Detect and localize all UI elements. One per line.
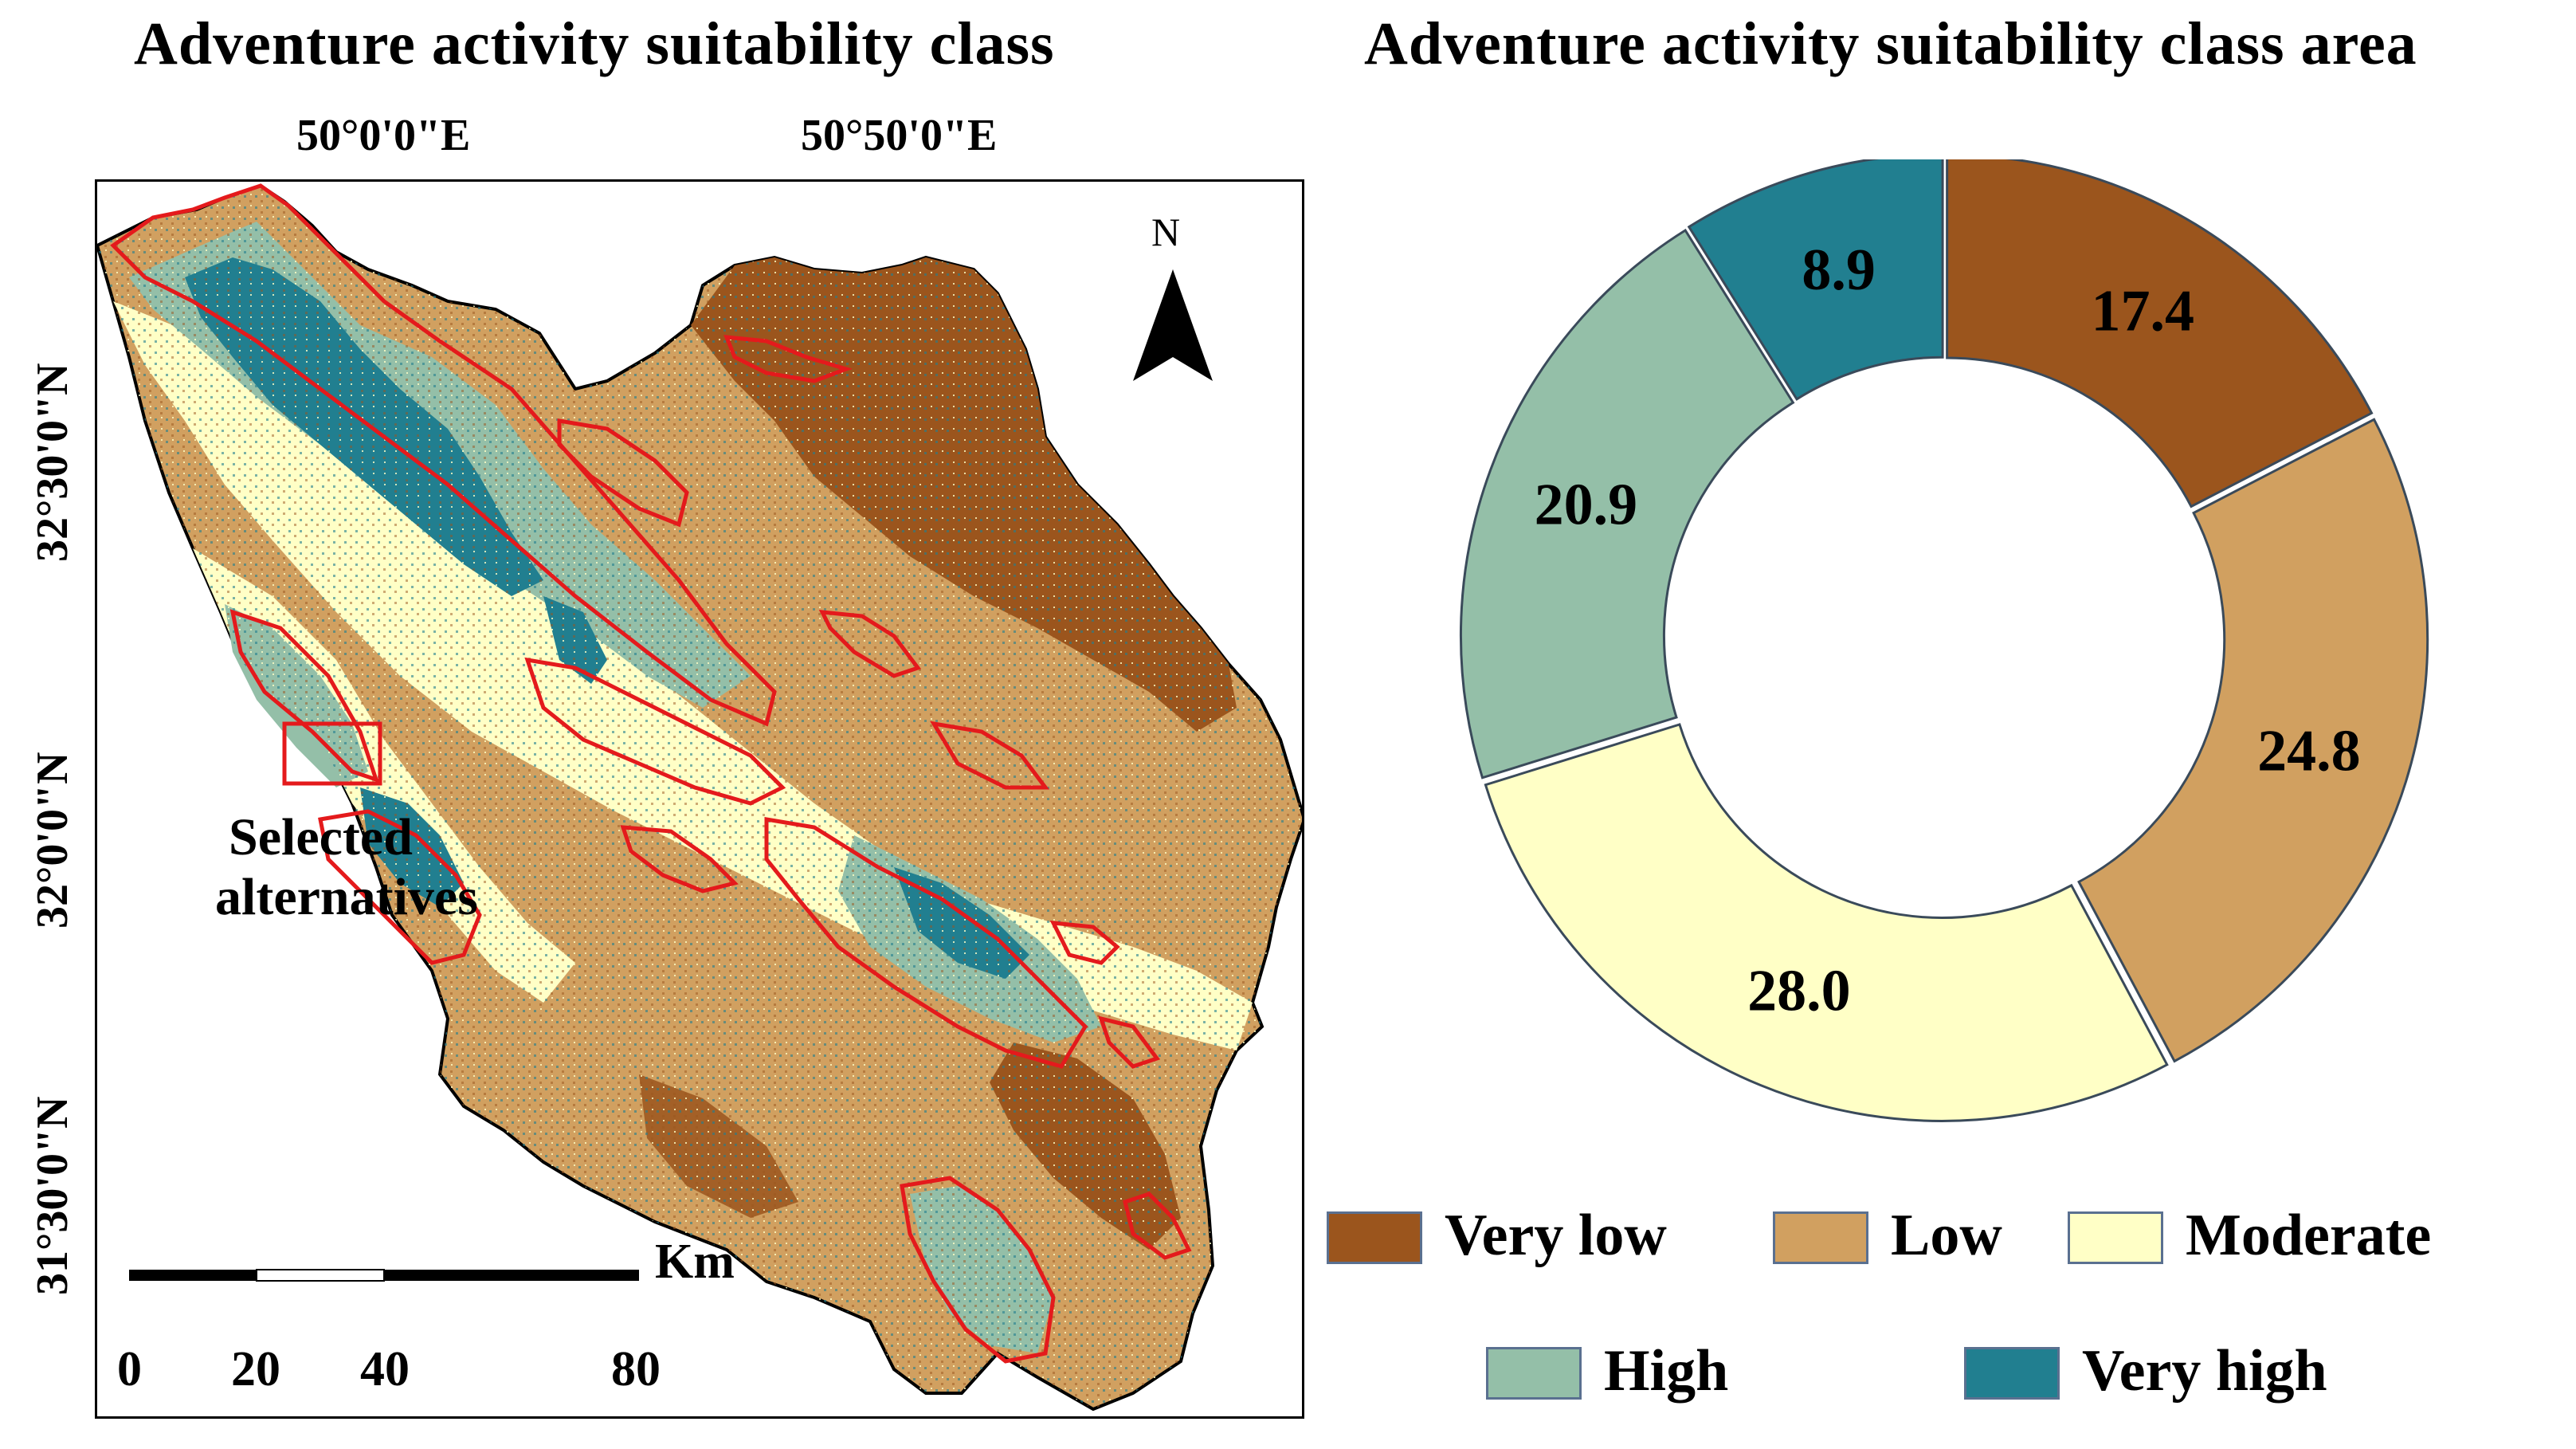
alternative-13 [900, 1176, 1056, 1364]
alternative-11 [1049, 921, 1120, 965]
alternative-10 [764, 817, 1088, 1069]
donut-slice-very-low [1946, 159, 2374, 509]
lat-label-3: 31°30'0"N [28, 1096, 77, 1295]
alternative-3 [723, 335, 853, 383]
selected-alternatives-legend-box [282, 721, 382, 786]
lon-label-1: 50°0'0"E [296, 111, 471, 160]
lat-label-2: 32°0'0"N [28, 752, 77, 929]
donut-chart: 17.4 24.8 28.0 20.9 8.9 [1459, 159, 2429, 1122]
scale-tick-40: 40 [360, 1342, 410, 1396]
legend-swatch-low [1773, 1211, 1868, 1264]
legend-swatch-moderate [2068, 1211, 2163, 1264]
alternative-12 [1098, 1015, 1161, 1069]
map-title: Adventure activity suitability class [134, 10, 1055, 77]
alternative-6 [229, 609, 379, 783]
legend-swatch-high [1486, 1347, 1582, 1400]
legend-label-moderate: Moderate [2186, 1203, 2432, 1268]
texture-overlay [97, 186, 1302, 1409]
alternative-5 [930, 721, 1049, 790]
alternative-2 [557, 418, 689, 528]
donut-slice-low [2077, 418, 2429, 1063]
alternative-7 [524, 657, 786, 806]
scale-tick-0: 0 [117, 1342, 142, 1396]
legend-label-very-low: Very low [1445, 1203, 1667, 1268]
legend-label-low: Low [1891, 1203, 2002, 1268]
map-frame: N Selected alternatives Km 0 20 40 80 [95, 179, 1304, 1419]
donut-slice-moderate [1484, 723, 2169, 1122]
scale-bar [129, 1269, 639, 1282]
donut-label-moderate: 28.0 [1747, 959, 1851, 1024]
alternative-1 [110, 183, 777, 727]
scale-tick-20: 20 [231, 1342, 280, 1396]
suitability-map [97, 183, 1302, 1412]
lon-label-2: 50°50'0"E [801, 111, 998, 160]
donut-label-low: 24.8 [2257, 718, 2361, 783]
scale-tick-80: 80 [611, 1342, 661, 1396]
donut-slice-very-high [1687, 159, 1944, 401]
legend-label-line2: alternatives [215, 868, 478, 926]
donut-label-very-low: 17.4 [2092, 278, 2195, 344]
alternative-4 [818, 610, 922, 678]
legend-swatch-very-low [1327, 1211, 1422, 1264]
legend-swatch-very-high [1964, 1347, 2060, 1400]
north-arrow-icon [1133, 269, 1213, 381]
chart-title: Adventure activity suitability class are… [1364, 10, 2417, 77]
selected-alternatives [110, 183, 1192, 1364]
legend-label-line1: Selected [229, 808, 413, 866]
alternative-9 [620, 825, 739, 893]
legend-label-very-high: Very high [2082, 1338, 2327, 1404]
scale-unit: Km [655, 1235, 735, 1289]
legend-label-high: High [1604, 1338, 1729, 1404]
north-label: N [1151, 210, 1181, 254]
alternative-8 [318, 809, 482, 965]
lat-label-1: 32°30'0"N [28, 363, 77, 562]
donut-slice-high [1459, 228, 1795, 779]
alternative-14 [1123, 1192, 1192, 1260]
donut-label-very-high: 8.9 [1802, 238, 1876, 303]
donut-label-high: 20.9 [1535, 472, 1638, 537]
